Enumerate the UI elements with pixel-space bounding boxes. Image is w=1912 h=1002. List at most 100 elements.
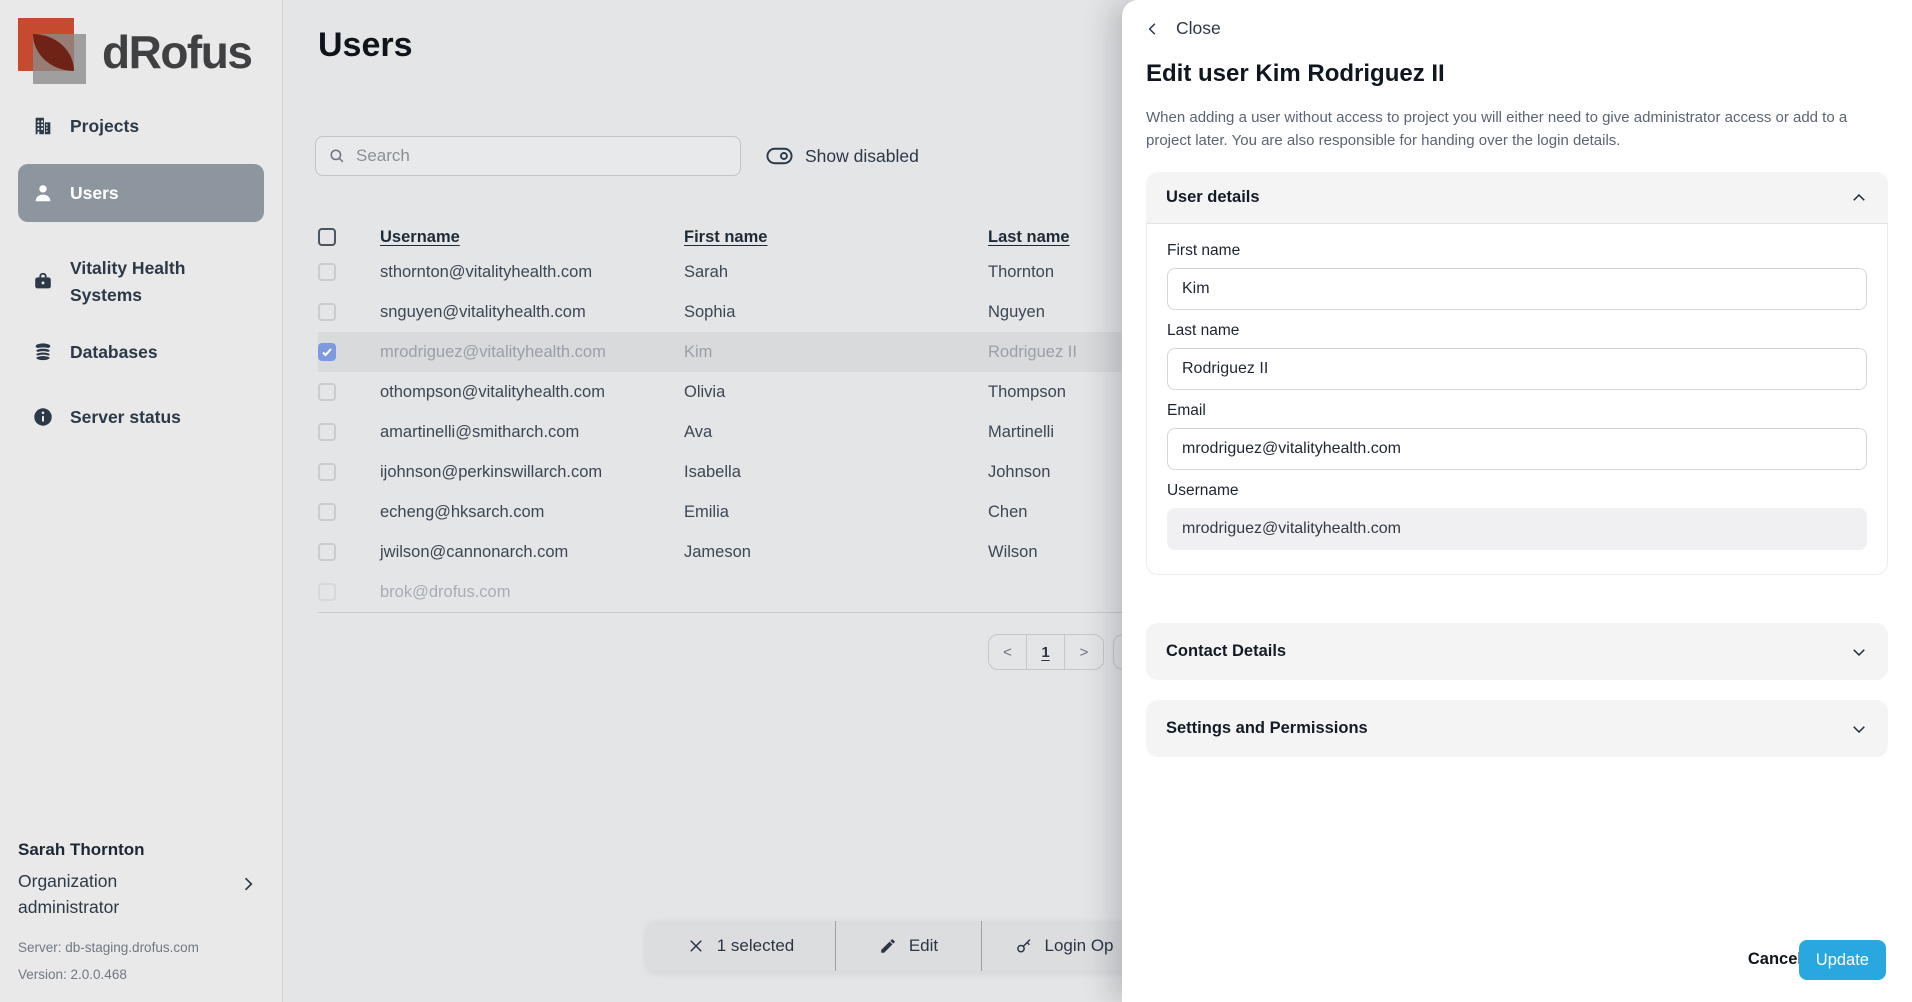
- table-row[interactable]: echeng@hksarch.com Emilia Chen: [318, 492, 1122, 532]
- sidebar-item-label: Projects: [70, 115, 140, 136]
- row-checkbox[interactable]: [318, 303, 336, 321]
- update-button[interactable]: Update: [1798, 940, 1886, 980]
- table-row[interactable]: othompson@vitalityhealth.com Olivia Thom…: [318, 372, 1122, 412]
- info-icon: [34, 408, 52, 426]
- drofus-logo-icon: [18, 18, 88, 86]
- user-details-form: First name Last name Email Username: [1146, 224, 1888, 575]
- search-input[interactable]: [356, 146, 728, 166]
- cell-last-name: Rodriguez II: [988, 342, 1077, 361]
- cell-username: amartinelli@smitharch.com: [380, 422, 580, 441]
- table-row[interactable]: jwilson@cannonarch.com Jameson Wilson: [318, 532, 1122, 572]
- section-contact-details: Contact Details: [1146, 623, 1888, 680]
- column-header-username[interactable]: Username: [380, 227, 460, 246]
- section-user-details: User details First name Last name Email …: [1146, 172, 1888, 575]
- row-checkbox[interactable]: [318, 463, 336, 481]
- first-name-field[interactable]: [1167, 268, 1867, 310]
- sidebar-item-organization[interactable]: Vitality Health Systems: [0, 246, 282, 318]
- cell-last-name: Chen: [988, 502, 1028, 521]
- section-title: User details: [1166, 188, 1260, 206]
- chevron-right-icon[interactable]: [238, 874, 258, 894]
- table-header-row: Username First name Last name: [318, 222, 1122, 252]
- toggle-icon: [766, 147, 793, 165]
- key-icon: [1016, 939, 1031, 953]
- cell-last-name: Thornton: [988, 262, 1055, 281]
- clear-selection-button[interactable]: 1 selected: [646, 921, 835, 971]
- selected-count: 1 selected: [716, 936, 795, 955]
- cell-username: snguyen@vitalityhealth.com: [380, 302, 586, 321]
- profile-name: Sarah Thornton: [18, 840, 145, 859]
- cell-username: othompson@vitalityhealth.com: [380, 382, 605, 401]
- sidebar-item-label: Databases: [70, 341, 158, 362]
- pagination-prev-button[interactable]: <: [989, 635, 1027, 669]
- section-user-details-header[interactable]: User details: [1146, 172, 1888, 224]
- cell-last-name: Johnson: [988, 462, 1051, 481]
- cell-username: ijohnson@perkinswillarch.com: [380, 462, 603, 481]
- last-name-label: Last name: [1167, 322, 1240, 339]
- show-disabled-label: Show disabled: [805, 145, 919, 166]
- briefcase-icon: [35, 272, 51, 289]
- sidebar-item-label: Server status: [70, 406, 181, 427]
- row-checkbox[interactable]: [318, 383, 336, 401]
- cell-username: brok@drofus.com: [380, 582, 511, 601]
- last-name-field[interactable]: [1167, 348, 1867, 390]
- login-options-button[interactable]: Login Op: [982, 921, 1146, 971]
- page-title: Users: [318, 26, 413, 64]
- sidebar-item-databases[interactable]: Databases: [0, 330, 282, 374]
- section-settings-permissions-header[interactable]: Settings and Permissions: [1146, 700, 1888, 757]
- section-settings-permissions: Settings and Permissions: [1146, 700, 1888, 757]
- cell-first-name: Jameson: [684, 542, 751, 561]
- server-info: Server: db-staging.drofus.com: [18, 940, 199, 955]
- sidebar-item-users[interactable]: Users: [18, 164, 264, 222]
- brand-name: dRofus: [102, 26, 253, 78]
- cell-username: jwilson@cannonarch.com: [380, 542, 569, 561]
- row-checkbox[interactable]: [318, 503, 336, 521]
- cell-username: sthornton@vitalityhealth.com: [380, 262, 593, 281]
- cell-first-name: Olivia: [684, 382, 726, 401]
- table-row[interactable]: amartinelli@smitharch.com Ava Martinelli: [318, 412, 1122, 452]
- table-row[interactable]: ijohnson@perkinswillarch.com Isabella Jo…: [318, 452, 1122, 492]
- cell-first-name: Ava: [684, 422, 713, 441]
- table-row[interactable]: snguyen@vitalityhealth.com Sophia Nguyen: [318, 292, 1122, 332]
- cell-username: mrodriguez@vitalityhealth.com: [380, 342, 606, 361]
- sidebar-item-server-status[interactable]: Server status: [0, 395, 282, 439]
- cancel-button[interactable]: Cancel: [1747, 950, 1802, 968]
- username-label: Username: [1167, 482, 1239, 499]
- row-checkbox[interactable]: [318, 583, 336, 601]
- pagination: < 1 >: [988, 634, 1104, 670]
- column-header-first-name[interactable]: First name: [684, 227, 768, 246]
- row-checkbox[interactable]: [318, 543, 336, 561]
- sidebar-item-label: Users: [70, 182, 119, 203]
- pagination-page-1[interactable]: 1: [1027, 635, 1065, 669]
- first-name-label: First name: [1167, 242, 1241, 259]
- database-icon: [35, 343, 51, 362]
- row-checkbox-checked[interactable]: [318, 343, 336, 361]
- cell-last-name: Nguyen: [988, 302, 1045, 321]
- edit-user-drawer: Close Edit user Kim Rodriguez II When ad…: [1122, 0, 1912, 1002]
- building-icon: [35, 117, 51, 135]
- chevron-down-icon: [1853, 648, 1865, 656]
- section-title: Contact Details: [1166, 642, 1287, 660]
- sidebar-item-projects[interactable]: Projects: [0, 104, 282, 148]
- profile-role: Organization administrator: [18, 871, 120, 918]
- email-field[interactable]: [1167, 428, 1867, 470]
- pencil-icon: [881, 939, 895, 953]
- edit-button[interactable]: Edit: [836, 921, 981, 971]
- pagination-next-button[interactable]: >: [1079, 643, 1089, 661]
- login-options-label: Login Op: [1044, 936, 1114, 955]
- select-all-checkbox[interactable]: [318, 228, 336, 246]
- table-row-disabled[interactable]: brok@drofus.com: [318, 572, 1122, 612]
- section-contact-details-header[interactable]: Contact Details: [1146, 623, 1888, 680]
- table-row[interactable]: sthornton@vitalityhealth.com Sarah Thorn…: [318, 252, 1122, 292]
- row-checkbox[interactable]: [318, 263, 336, 281]
- row-checkbox[interactable]: [318, 423, 336, 441]
- column-header-last-name[interactable]: Last name: [988, 227, 1070, 246]
- cell-first-name: Sophia: [684, 302, 736, 321]
- drawer-description: When adding a user without access to pro…: [1146, 109, 1848, 150]
- table-row-selected[interactable]: mrodriguez@vitalityhealth.com Kim Rodrig…: [318, 332, 1122, 372]
- divider: [835, 921, 836, 971]
- cell-first-name: Sarah: [684, 262, 729, 281]
- show-disabled-toggle[interactable]: Show disabled: [766, 142, 919, 170]
- check-icon: [322, 348, 332, 357]
- close-button[interactable]: Close: [1144, 18, 1221, 39]
- close-label: Close: [1176, 18, 1221, 38]
